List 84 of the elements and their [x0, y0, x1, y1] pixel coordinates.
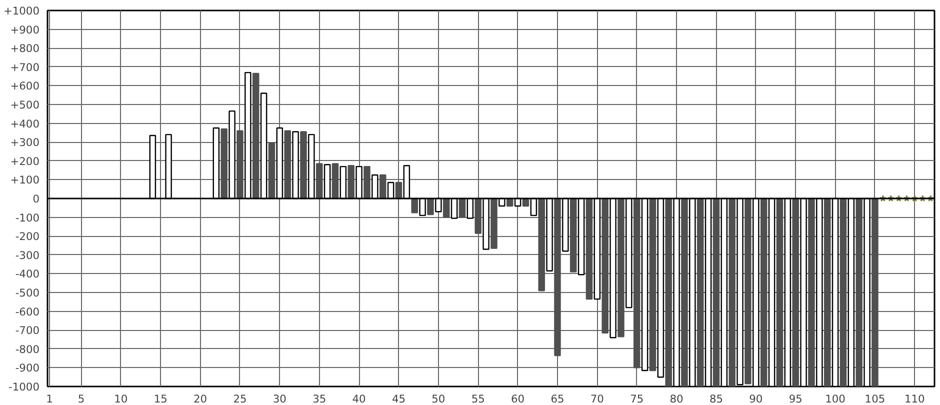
bar [728, 198, 736, 386]
x-tick-label: 35 [312, 392, 326, 405]
x-tick-label: 75 [630, 392, 644, 405]
x-tick-label: 100 [825, 392, 846, 405]
y-tick-label: -500 [15, 286, 40, 300]
y-tick-label: -1000 [8, 380, 40, 394]
bar [252, 72, 260, 200]
bar [665, 198, 672, 386]
y-tick-label: -200 [15, 230, 40, 244]
x-tick-label: 30 [272, 392, 287, 405]
y-tick-label: -800 [15, 342, 40, 356]
bar [856, 198, 862, 386]
x-tick-label: 85 [709, 392, 724, 405]
bar [712, 198, 720, 386]
bar [332, 163, 339, 200]
y-tick-label: +200 [10, 154, 40, 168]
bar [792, 198, 799, 386]
bar [236, 130, 244, 200]
bar [808, 198, 815, 386]
x-tick-label: 45 [392, 392, 406, 405]
bar [490, 198, 498, 249]
y-tick-label: +700 [10, 60, 40, 74]
y-tick-label: -700 [15, 324, 40, 338]
bar [681, 198, 688, 386]
x-tick-label: 110 [904, 392, 926, 405]
y-tick-label: -400 [15, 268, 40, 281]
bar [570, 198, 577, 272]
bar [602, 198, 608, 334]
bar [872, 198, 878, 386]
y-tick-label: -600 [15, 305, 40, 318]
bar [776, 198, 784, 386]
bar [618, 198, 624, 338]
y-tick-label: +400 [10, 117, 40, 130]
bar [284, 130, 291, 200]
x-tick-label: 95 [788, 392, 802, 405]
bar [649, 198, 656, 372]
y-tick-label: +600 [10, 80, 40, 93]
y-tick-label: +1000 [3, 4, 40, 18]
bar [458, 198, 466, 218]
x-tick-label: 10 [114, 392, 128, 405]
bar [395, 182, 402, 200]
x-tick-label: 5 [78, 392, 85, 405]
y-tick-label: +800 [10, 42, 40, 56]
bar [316, 163, 323, 200]
y-tick-label: 0 [32, 192, 40, 206]
bar [824, 198, 831, 386]
x-tick-label: 25 [233, 392, 247, 405]
y-tick-label: +300 [10, 136, 40, 150]
y-tick-label: -300 [15, 248, 40, 262]
x-tick-label: 70 [590, 392, 604, 405]
y-tick-label: +900 [10, 23, 40, 36]
x-tick-label: 15 [154, 392, 168, 405]
bar [554, 198, 561, 356]
x-tick-label: 55 [471, 392, 485, 405]
y-tick-label: +500 [10, 98, 40, 112]
bar [442, 198, 450, 218]
x-tick-label: 20 [194, 392, 208, 405]
x-tick-label: 65 [550, 392, 564, 405]
bar [300, 131, 307, 200]
bar [268, 142, 276, 200]
bar [427, 198, 434, 216]
y-tick-label: -900 [15, 362, 40, 375]
bar [348, 165, 354, 200]
bar [586, 198, 593, 300]
bar [696, 198, 704, 386]
bar [633, 198, 640, 368]
bar [538, 198, 545, 292]
x-tick-label: 90 [749, 392, 763, 405]
x-tick-label: 105 [864, 392, 886, 405]
bar [840, 198, 847, 386]
x-tick-label: 1 [46, 392, 53, 405]
bar [220, 128, 228, 200]
x-tick-label: 50 [432, 392, 446, 405]
y-tick-label: +100 [10, 174, 40, 187]
bar [379, 174, 386, 200]
x-tick-label: 60 [511, 392, 525, 405]
x-tick-label: 40 [352, 392, 366, 405]
x-tick-label: 80 [670, 392, 684, 405]
bar [474, 198, 482, 234]
bar [744, 198, 752, 384]
y-tick-label: -100 [15, 211, 40, 224]
bar [411, 198, 418, 214]
bar [760, 198, 768, 386]
bar [364, 166, 370, 200]
